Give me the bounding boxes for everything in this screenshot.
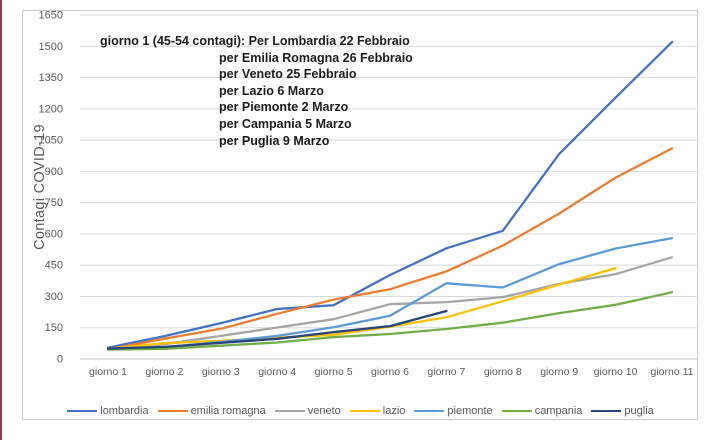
- y-tick-label: 0: [57, 354, 63, 366]
- legend-item-emilia-romagna: emilia romagna: [157, 405, 266, 417]
- legend-swatch-veneto: [274, 410, 305, 412]
- annotation-line-6: per Campania 5 Marzo: [219, 116, 352, 131]
- x-tick-label: giorno 7: [427, 366, 465, 378]
- legend-label: piemonte: [447, 405, 493, 417]
- legend-label: emilia romagna: [190, 405, 266, 417]
- y-tick-label: 300: [45, 291, 63, 303]
- series-line-veneto: [106, 256, 674, 351]
- series-line-lombardia: [106, 40, 674, 349]
- y-tick-label: 450: [45, 260, 63, 272]
- annotation-line-1: giorno 1 (45-54 contagi): Per Lombardia …: [100, 34, 410, 48]
- y-tick-label: 600: [45, 228, 63, 240]
- series-line-puglia: [106, 309, 448, 350]
- legend-label: veneto: [307, 405, 341, 417]
- y-axis-title: Contagi COVID-19: [32, 124, 48, 250]
- y-tick-label: 1350: [39, 72, 63, 84]
- legend-swatch-piemonte: [414, 410, 445, 412]
- y-tick-label: 750: [45, 197, 63, 209]
- y-tick-label: 900: [45, 166, 63, 178]
- legend-swatch-lombardia: [67, 410, 98, 412]
- annotation-line-3: per Veneto 25 Febbraio: [219, 67, 357, 82]
- legend-swatch-emilia-romagna: [157, 410, 188, 412]
- chart-frame: [22, 10, 698, 420]
- left-edge-accent-line: [0, 0, 2, 440]
- legend-swatch-puglia: [591, 410, 622, 412]
- chart-legend: lombardia emilia romagna veneto lazio piemon…: [23, 402, 698, 420]
- x-tick-label: giorno 4: [258, 366, 296, 378]
- legend-item-campania: campania: [501, 405, 583, 417]
- chart-annotation: giorno 1 (45-54 contagi): Per Lombardia …: [100, 33, 413, 149]
- annotation-line-4: per Lazio 6 Marzo: [219, 83, 324, 98]
- y-tick-label: 1050: [39, 135, 63, 147]
- x-tick-label: giorno 9: [540, 366, 578, 378]
- x-tick-label: giorno 1: [89, 366, 127, 378]
- y-tick-label: 150: [45, 322, 63, 334]
- annotation-line-5: per Piemonte 2 Marzo: [219, 100, 349, 115]
- x-tick-label: giorno 3: [202, 366, 240, 378]
- y-tick-label: 1200: [39, 103, 63, 115]
- legend-item-lombardia: lombardia: [67, 405, 149, 417]
- legend-swatch-lazio: [349, 410, 380, 412]
- annotation-line-2: per Emilia Romagna 26 Febbraio: [219, 50, 413, 65]
- series-line-piemonte: [106, 236, 674, 350]
- x-tick-label: giorno 6: [371, 366, 409, 378]
- x-tick-label: giorno 11: [650, 366, 693, 378]
- x-tick-label: giorno 5: [315, 366, 353, 378]
- legend-label: puglia: [624, 405, 654, 417]
- legend-item-lazio: lazio: [349, 405, 406, 417]
- annotation-indented-lines: per Emilia Romagna 26 Febbraio per Veneto…: [100, 50, 413, 150]
- x-tick-label: giorno 8: [484, 366, 522, 378]
- y-tick-label: 1500: [39, 41, 63, 53]
- y-tick-label: 1650: [39, 10, 63, 22]
- legend-label: campania: [534, 405, 583, 417]
- legend-label: lazio: [382, 405, 406, 417]
- legend-label: lombardia: [100, 405, 149, 417]
- legend-item-piemonte: piemonte: [414, 405, 493, 417]
- legend-item-puglia: puglia: [591, 405, 654, 417]
- x-tick-label: giorno 10: [594, 366, 638, 378]
- series-line-emilia-romagna: [106, 147, 674, 351]
- legend-item-veneto: veneto: [274, 405, 341, 417]
- series-line-lazio: [106, 266, 617, 350]
- legend-swatch-campania: [501, 410, 532, 412]
- annotation-line-7: per Puglia 9 Marzo: [219, 133, 330, 148]
- series-line-campania: [106, 291, 674, 351]
- x-tick-label: giorno 2: [145, 366, 183, 378]
